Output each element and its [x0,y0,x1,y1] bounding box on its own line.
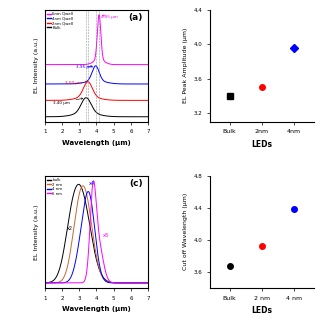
X-axis label: LEDs: LEDs [252,140,272,149]
X-axis label: Wavelength (μm): Wavelength (μm) [62,140,131,146]
Y-axis label: EL Intensity (a.u.): EL Intensity (a.u.) [34,204,39,260]
Legend: 6nm Qwell, 4nm Qwell, 2nm Qwell, Bulk: 6nm Qwell, 4nm Qwell, 2nm Qwell, Bulk [47,12,74,30]
Text: 4.15 μm: 4.15 μm [101,15,118,19]
X-axis label: Wavelength (μm): Wavelength (μm) [62,306,131,312]
Y-axis label: EL Peak Amplitude (μm): EL Peak Amplitude (μm) [183,28,188,103]
Legend: bulk, 2 nm, 4 nm, 6 nm: bulk, 2 nm, 4 nm, 6 nm [47,178,63,196]
Text: x2: x2 [67,226,73,231]
Y-axis label: Cut off Wavelength (μm): Cut off Wavelength (μm) [183,193,188,270]
Text: 3.50 μm: 3.50 μm [66,81,87,85]
Text: x4: x4 [89,181,95,186]
Y-axis label: EL Intensity (a.u.): EL Intensity (a.u.) [34,38,39,93]
Text: 3.95 μm: 3.95 μm [76,65,93,69]
X-axis label: LEDs: LEDs [252,306,272,315]
Text: (c): (c) [129,179,143,188]
Text: x8: x8 [102,234,108,238]
Text: (a): (a) [129,13,143,22]
Text: 3.40 μm: 3.40 μm [53,98,83,105]
